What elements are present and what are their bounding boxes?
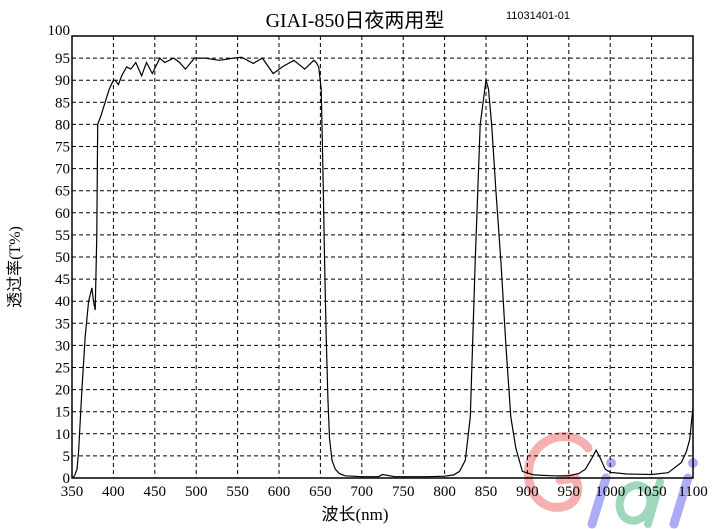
y-tick-label: 80	[55, 117, 70, 133]
x-tick-label: 850	[475, 484, 498, 500]
y-tick-label: 75	[55, 140, 70, 156]
watermark-letter-i2	[669, 473, 693, 529]
x-tick-label: 650	[309, 484, 332, 500]
y-tick-label: 30	[55, 338, 70, 354]
x-tick-label: 550	[226, 484, 249, 500]
x-tick-label: 450	[144, 484, 167, 500]
x-tick-label: 700	[351, 484, 374, 500]
chart-title: GIAI-850日夜两用型	[265, 10, 445, 32]
chart-code: 11031401-01	[506, 10, 571, 22]
x-tick-label: 1000	[595, 484, 625, 500]
x-tick-label: 350	[61, 484, 84, 500]
x-tick-label: 400	[102, 484, 125, 500]
y-tick-label: 85	[55, 95, 70, 111]
x-tick-label: 600	[268, 484, 291, 500]
y-tick-label: 5	[63, 449, 71, 465]
x-tick-label: 1050	[637, 484, 667, 500]
x-tick-label: 750	[392, 484, 415, 500]
y-tick-label: 35	[55, 316, 70, 332]
y-tick-label: 90	[55, 73, 70, 89]
x-tick-label: 1100	[678, 484, 707, 500]
y-tick-label: 55	[55, 228, 70, 244]
x-tick-label: 500	[185, 484, 208, 500]
y-tick-label: 65	[55, 184, 70, 200]
x-tick-label: 900	[516, 484, 539, 500]
plot-border	[71, 35, 694, 479]
watermark-letter-a-stem	[644, 478, 664, 528]
y-tick-label: 60	[55, 206, 70, 222]
x-tick-label: 950	[558, 484, 581, 500]
y-tick-label: 20	[55, 383, 70, 399]
y-tick-label: 100	[48, 23, 71, 39]
watermark-letter-g	[524, 432, 593, 512]
y-tick-label: 0	[63, 471, 71, 487]
watermark-letter-i	[587, 473, 611, 529]
y-tick-label: 25	[55, 361, 70, 377]
x-tick-label: 800	[433, 484, 456, 500]
y-tick-label: 95	[55, 51, 70, 67]
y-tick-label: 40	[55, 294, 70, 310]
y-tick-label: 70	[55, 162, 70, 178]
watermark-dot	[606, 458, 616, 468]
y-tick-label: 15	[55, 405, 70, 421]
y-tick-label: 50	[55, 250, 70, 266]
y-tick-label: 45	[55, 272, 70, 288]
transmission-curve	[71, 56, 694, 479]
x-axis-label: 波长(nm)	[321, 505, 389, 524]
y-tick-label: 10	[55, 427, 70, 443]
